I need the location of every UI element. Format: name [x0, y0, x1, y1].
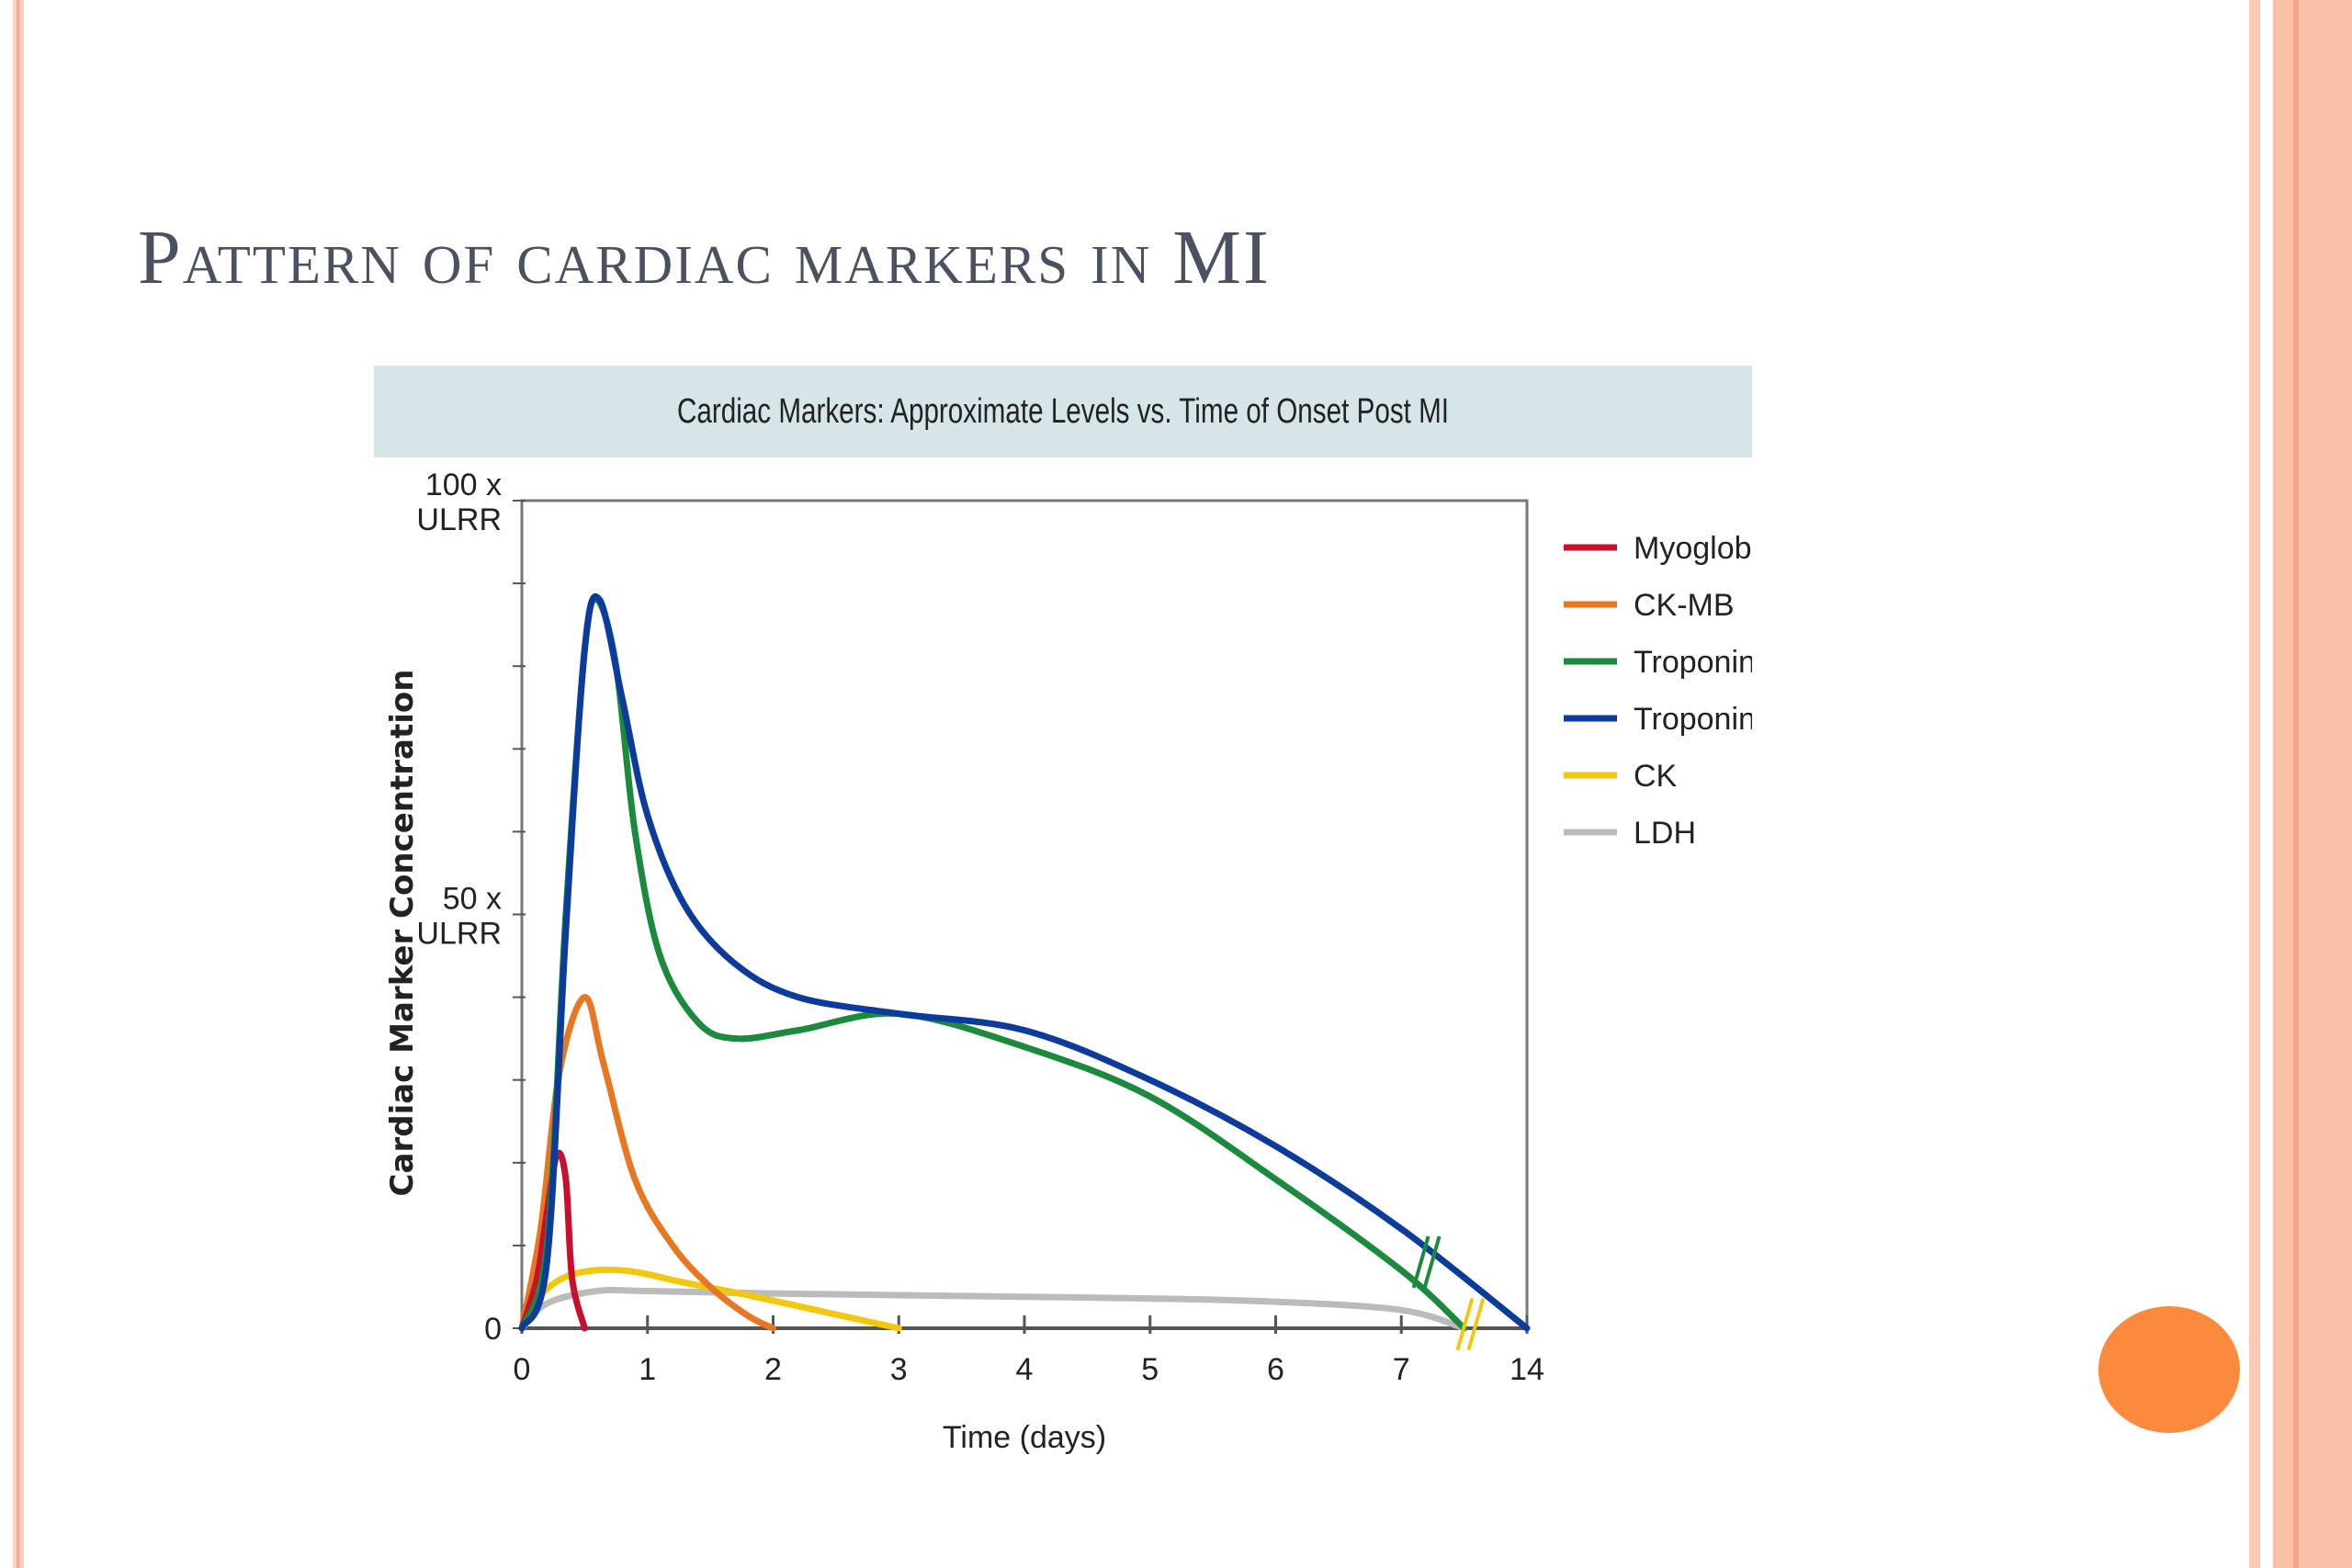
right-border-stripe — [2249, 0, 2260, 1568]
y-axis-title: Cardiac Marker Concentration — [384, 670, 421, 1197]
legend-label-ck: CK — [1634, 759, 1678, 794]
y-tick-label: 100 x ULRR — [416, 468, 502, 537]
legend-label-myoglobin: Myoglobin — [1634, 531, 1752, 566]
axis-break-mark — [1455, 1297, 1475, 1351]
right-border-band — [2273, 0, 2352, 1568]
left-border-line — [17, 0, 19, 1568]
axis-break-mark — [1466, 1297, 1486, 1351]
right-border-line — [2293, 0, 2299, 1568]
x-tick-label: 1 — [639, 1352, 656, 1387]
line-chart: 0 50 x ULRR 100 x ULRR 0 1 2 3 4 5 6 7 14 Time (days) C… — [384, 468, 1752, 1455]
chart-panel: Cardiac Markers: Approximate Levels vs. … — [374, 366, 1752, 1491]
series-line-troponin-t — [518, 592, 1531, 1332]
series-line-troponin-i — [518, 595, 1468, 1332]
x-tick-label: 3 — [890, 1352, 908, 1387]
plot-frame — [520, 499, 1529, 1330]
chart-title: Cardiac Markers: Approximate Levels vs. … — [676, 392, 1450, 431]
x-tick-label: 5 — [1141, 1352, 1159, 1387]
x-tick-label: 4 — [1016, 1352, 1034, 1387]
axis-break-mark — [1422, 1235, 1442, 1289]
legend-label-ck-mb: CK-MB — [1634, 588, 1735, 623]
series-line-ldh — [518, 1286, 1468, 1332]
y-tick-label: 50 x ULRR — [416, 882, 502, 952]
x-tick-label: 6 — [1267, 1352, 1284, 1387]
legend-label-troponin-i: Troponin I — [1634, 645, 1752, 680]
x-tick-label: 7 — [1393, 1352, 1410, 1387]
legend-label-ldh: LDH — [1634, 816, 1696, 851]
decorative-orange-circle — [2098, 1306, 2240, 1433]
x-axis-title: Time (days) — [943, 1420, 1106, 1455]
y-tick-label: 0 — [484, 1312, 502, 1347]
x-tick-label: 14 — [1510, 1352, 1544, 1387]
x-tick-label: 2 — [764, 1352, 782, 1387]
slide-title: Pattern of cardiac markers in MI — [138, 215, 1271, 300]
series-line-ck-mb — [518, 994, 776, 1332]
axis-break-mark — [1411, 1235, 1430, 1289]
series-line-ck — [518, 1266, 902, 1332]
chart-header — [374, 366, 1752, 457]
legend-label-troponin-t: Troponin T — [1634, 702, 1752, 737]
x-tick-label: 0 — [514, 1352, 531, 1387]
